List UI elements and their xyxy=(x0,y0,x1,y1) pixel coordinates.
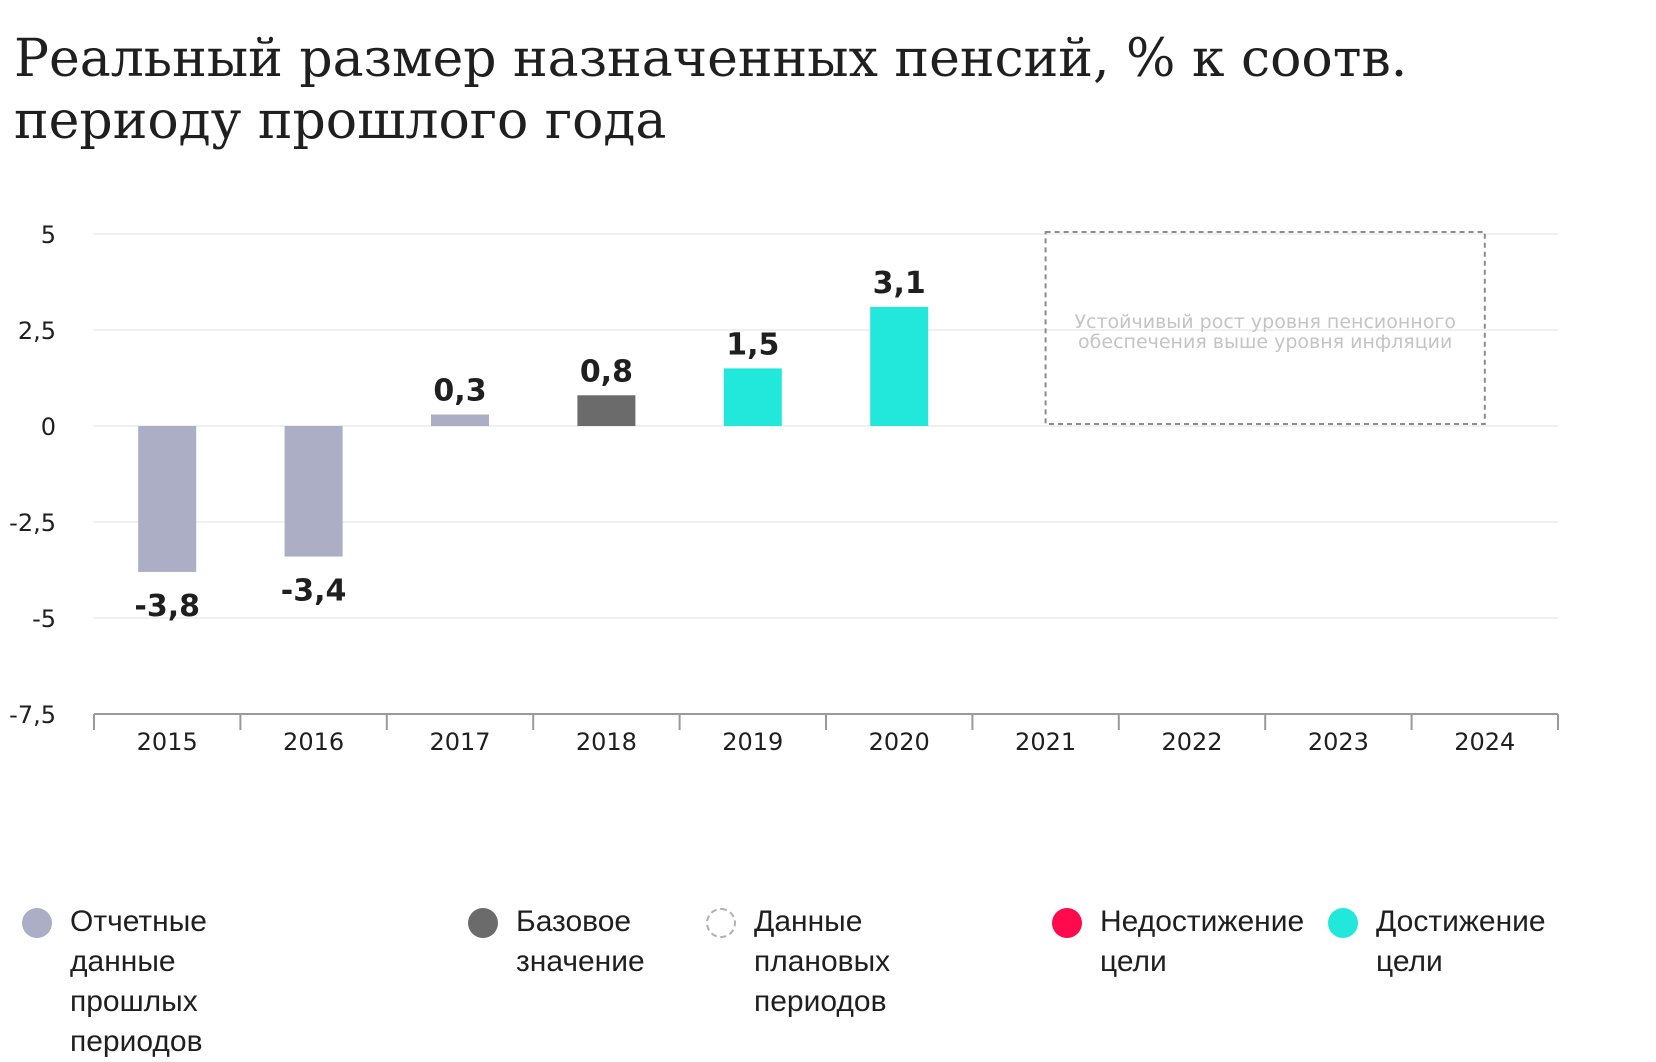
x-tick-label: 2015 xyxy=(137,728,198,756)
plan-period-box xyxy=(1044,231,1486,425)
x-tick-label: 2022 xyxy=(1161,728,1222,756)
x-tick-label: 2024 xyxy=(1454,728,1515,756)
x-tick-label: 2021 xyxy=(1015,728,1076,756)
bar-2019 xyxy=(723,368,782,426)
bar-2018 xyxy=(577,395,636,426)
legend-label-not-achieved: Недостижение цели xyxy=(1100,905,1305,978)
legend-swatch-achieved xyxy=(1328,908,1358,938)
x-tick-label: 2019 xyxy=(722,728,783,756)
x-tick-label: 2023 xyxy=(1308,728,1369,756)
plan-annotation-text: Устойчивый рост уровня пенсионного обеспе… xyxy=(1074,311,1456,353)
legend-swatch-reported xyxy=(22,908,52,938)
legend-label-base: Базовое значение xyxy=(516,905,645,978)
legend-label-plan: Данные плановых периодов xyxy=(754,905,891,1018)
legend-label-reported: Отчетные данные прошлых периодов xyxy=(70,905,207,1058)
y-tick-label: -7,5 xyxy=(9,701,56,729)
legend-label-achieved: Достижение цели xyxy=(1376,905,1546,978)
legend-swatch-plan xyxy=(706,908,736,938)
legend-swatch-not-achieved xyxy=(1052,908,1082,938)
data-label-2017: 0,3 xyxy=(433,373,486,408)
data-label-2016: -3,4 xyxy=(281,574,347,609)
x-tick-label: 2016 xyxy=(283,728,344,756)
y-tick-label: -2,5 xyxy=(9,509,56,537)
y-tick-label: 2,5 xyxy=(18,317,56,345)
bar-chart: 5 2,5 0 -2,5 -5 -7,5 2015 2016 2017 2018 2019 2020 2… xyxy=(9,221,1559,756)
bar-2016 xyxy=(284,426,343,557)
y-tick-label: 5 xyxy=(41,221,56,249)
y-tick-label: 0 xyxy=(41,413,56,441)
x-tick-label: 2020 xyxy=(869,728,930,756)
x-tick-label: 2018 xyxy=(576,728,637,756)
bar-2015 xyxy=(138,426,197,572)
bar-2020 xyxy=(870,306,929,426)
data-label-2015: -3,8 xyxy=(134,589,200,624)
legend: Отчетные данные прошлых периодов Базовое… xyxy=(22,902,1652,1058)
chart-title: Реальный размер назначенных пенсий, % к … xyxy=(14,29,1408,151)
data-label-2018: 0,8 xyxy=(580,354,633,389)
x-tick-label: 2017 xyxy=(429,728,490,756)
y-tick-label: -5 xyxy=(32,605,56,633)
bar-2017 xyxy=(431,414,489,426)
legend-swatch-base xyxy=(468,908,498,938)
data-label-2020: 3,1 xyxy=(873,266,926,301)
data-label-2019: 1,5 xyxy=(726,327,779,362)
